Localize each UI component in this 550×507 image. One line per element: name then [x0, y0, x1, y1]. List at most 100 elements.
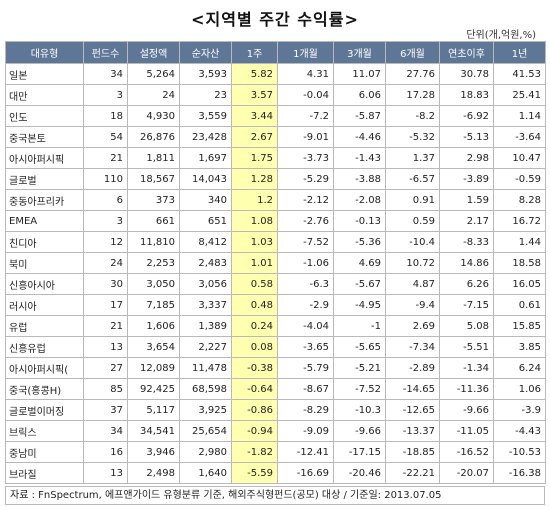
table-row: 대만 3 24 23 3.57 -0.04 6.06 17.28 18.83 25.41 [5, 84, 546, 106]
value-cell: -3.9 [493, 399, 546, 421]
value-cell: 11,478 [179, 357, 232, 379]
value-cell: -5.36 [333, 231, 386, 253]
value-cell: -4.04 [277, 315, 334, 337]
value-cell: 2.69 [385, 315, 440, 337]
value-cell: -5.21 [333, 357, 386, 379]
value-cell: 2,980 [179, 441, 232, 463]
value-cell: 10.47 [493, 147, 546, 169]
value-cell: -7.34 [385, 336, 440, 358]
value-cell: 7,185 [127, 294, 180, 316]
value-cell: 3 [83, 84, 128, 106]
value-cell: 4.31 [277, 63, 334, 85]
value-cell: 37 [83, 399, 128, 421]
column-header: 1주 [231, 41, 278, 64]
value-cell: -2.76 [277, 210, 334, 232]
fund-type-cell: 글로벌이머징 [5, 399, 84, 421]
value-cell: -20.46 [333, 462, 386, 484]
fund-type-cell: 대만 [5, 84, 84, 106]
fund-type-cell: 러시아 [5, 294, 84, 316]
table-row: 러시아 17 7,185 3,337 0.48 -2.9 -4.95 -9.4 -7.15 0.6… [5, 294, 546, 316]
value-cell: -3.65 [277, 336, 334, 358]
value-cell: 18.58 [493, 252, 546, 274]
value-cell: -7.15 [439, 294, 494, 316]
value-cell: 3,593 [179, 63, 232, 85]
source-note: 자료 : FnSpectrum, 에프앤가이드 유형분류 기준, 해외주식형펀드… [5, 486, 545, 505]
value-cell: 23,428 [179, 126, 232, 148]
value-cell: 25,654 [179, 420, 232, 442]
value-cell: -16.69 [277, 462, 334, 484]
value-cell: 30 [83, 273, 128, 295]
value-cell: -7.52 [277, 231, 334, 253]
value-cell: -3.88 [333, 168, 386, 190]
table-row: 신흥유럽 13 3,654 2,227 0.08 -3.65 -5.65 -7.34 -5.51… [5, 336, 546, 358]
value-cell: 1,606 [127, 315, 180, 337]
value-cell: 85 [83, 378, 128, 400]
value-cell: 14,043 [179, 168, 232, 190]
value-cell: 373 [127, 189, 180, 211]
value-cell: -0.59 [493, 168, 546, 190]
value-cell: -9.66 [439, 399, 494, 421]
table-row: 북미 24 2,253 2,483 1.01 -1.06 4.69 10.72 14.86 18.… [5, 252, 546, 274]
value-cell: 3,050 [127, 273, 180, 295]
value-cell: 1.37 [385, 147, 440, 169]
table-row: 친디아 12 11,810 8,412 1.03 -7.52 -5.36 -10.4 -8.33… [5, 231, 546, 253]
value-cell: -9.01 [277, 126, 334, 148]
value-cell: 0.91 [385, 189, 440, 211]
value-cell: 11,810 [127, 231, 180, 253]
value-cell: 5,264 [127, 63, 180, 85]
value-cell: 1.03 [231, 231, 278, 253]
column-header: 연초이후 [439, 41, 494, 64]
value-cell: -11.36 [439, 378, 494, 400]
value-cell: 6.06 [333, 84, 386, 106]
table-row: 중남미 16 3,946 2,980 -1.82 -12.41 -17.15 -18.85 -1… [5, 441, 546, 463]
value-cell: 13 [83, 336, 128, 358]
value-cell: -9.09 [277, 420, 334, 442]
value-cell: 2,498 [127, 462, 180, 484]
value-cell: 6.26 [439, 273, 494, 295]
unit-label: 단위(개,억원,%) [466, 30, 536, 41]
value-cell: 1.59 [439, 189, 494, 211]
value-cell: 0.59 [385, 210, 440, 232]
value-cell: -4.43 [493, 420, 546, 442]
value-cell: 25.41 [493, 84, 546, 106]
value-cell: -5.51 [439, 336, 494, 358]
column-header: 3개월 [333, 41, 386, 64]
value-cell: 0.48 [231, 294, 278, 316]
value-cell: 21 [83, 147, 128, 169]
value-cell: 17 [83, 294, 128, 316]
value-cell: 1.75 [231, 147, 278, 169]
value-cell: 3.44 [231, 105, 278, 127]
value-cell: 2.17 [439, 210, 494, 232]
value-cell: 34 [83, 420, 128, 442]
value-cell: -8.29 [277, 399, 334, 421]
value-cell: 27 [83, 357, 128, 379]
column-header: 1년 [493, 41, 546, 64]
value-cell: 3.57 [231, 84, 278, 106]
value-cell: -5.67 [333, 273, 386, 295]
value-cell: 1.14 [493, 105, 546, 127]
value-cell: 2.67 [231, 126, 278, 148]
value-cell: 0.61 [493, 294, 546, 316]
value-cell: -6.3 [277, 273, 334, 295]
value-cell: 15.85 [493, 315, 546, 337]
value-cell: -11.05 [439, 420, 494, 442]
value-cell: 651 [179, 210, 232, 232]
value-cell: -5.65 [333, 336, 386, 358]
value-cell: -17.15 [333, 441, 386, 463]
fund-type-cell: 일본 [5, 63, 84, 85]
value-cell: -2.89 [385, 357, 440, 379]
value-cell: -7.52 [333, 378, 386, 400]
value-cell: -16.52 [439, 441, 494, 463]
value-cell: -7.2 [277, 105, 334, 127]
value-cell: 24 [83, 252, 128, 274]
value-cell: -2.9 [277, 294, 334, 316]
table-row: 브릭스 34 34,541 25,654 -0.94 -9.09 -9.66 -13.37 -1… [5, 420, 546, 442]
value-cell: 2,253 [127, 252, 180, 274]
value-cell: 16 [83, 441, 128, 463]
value-cell: -12.41 [277, 441, 334, 463]
value-cell: 6 [83, 189, 128, 211]
fund-type-cell: 글로벌 [5, 168, 84, 190]
value-cell: 2,227 [179, 336, 232, 358]
value-cell: 661 [127, 210, 180, 232]
value-cell: 17.28 [385, 84, 440, 106]
